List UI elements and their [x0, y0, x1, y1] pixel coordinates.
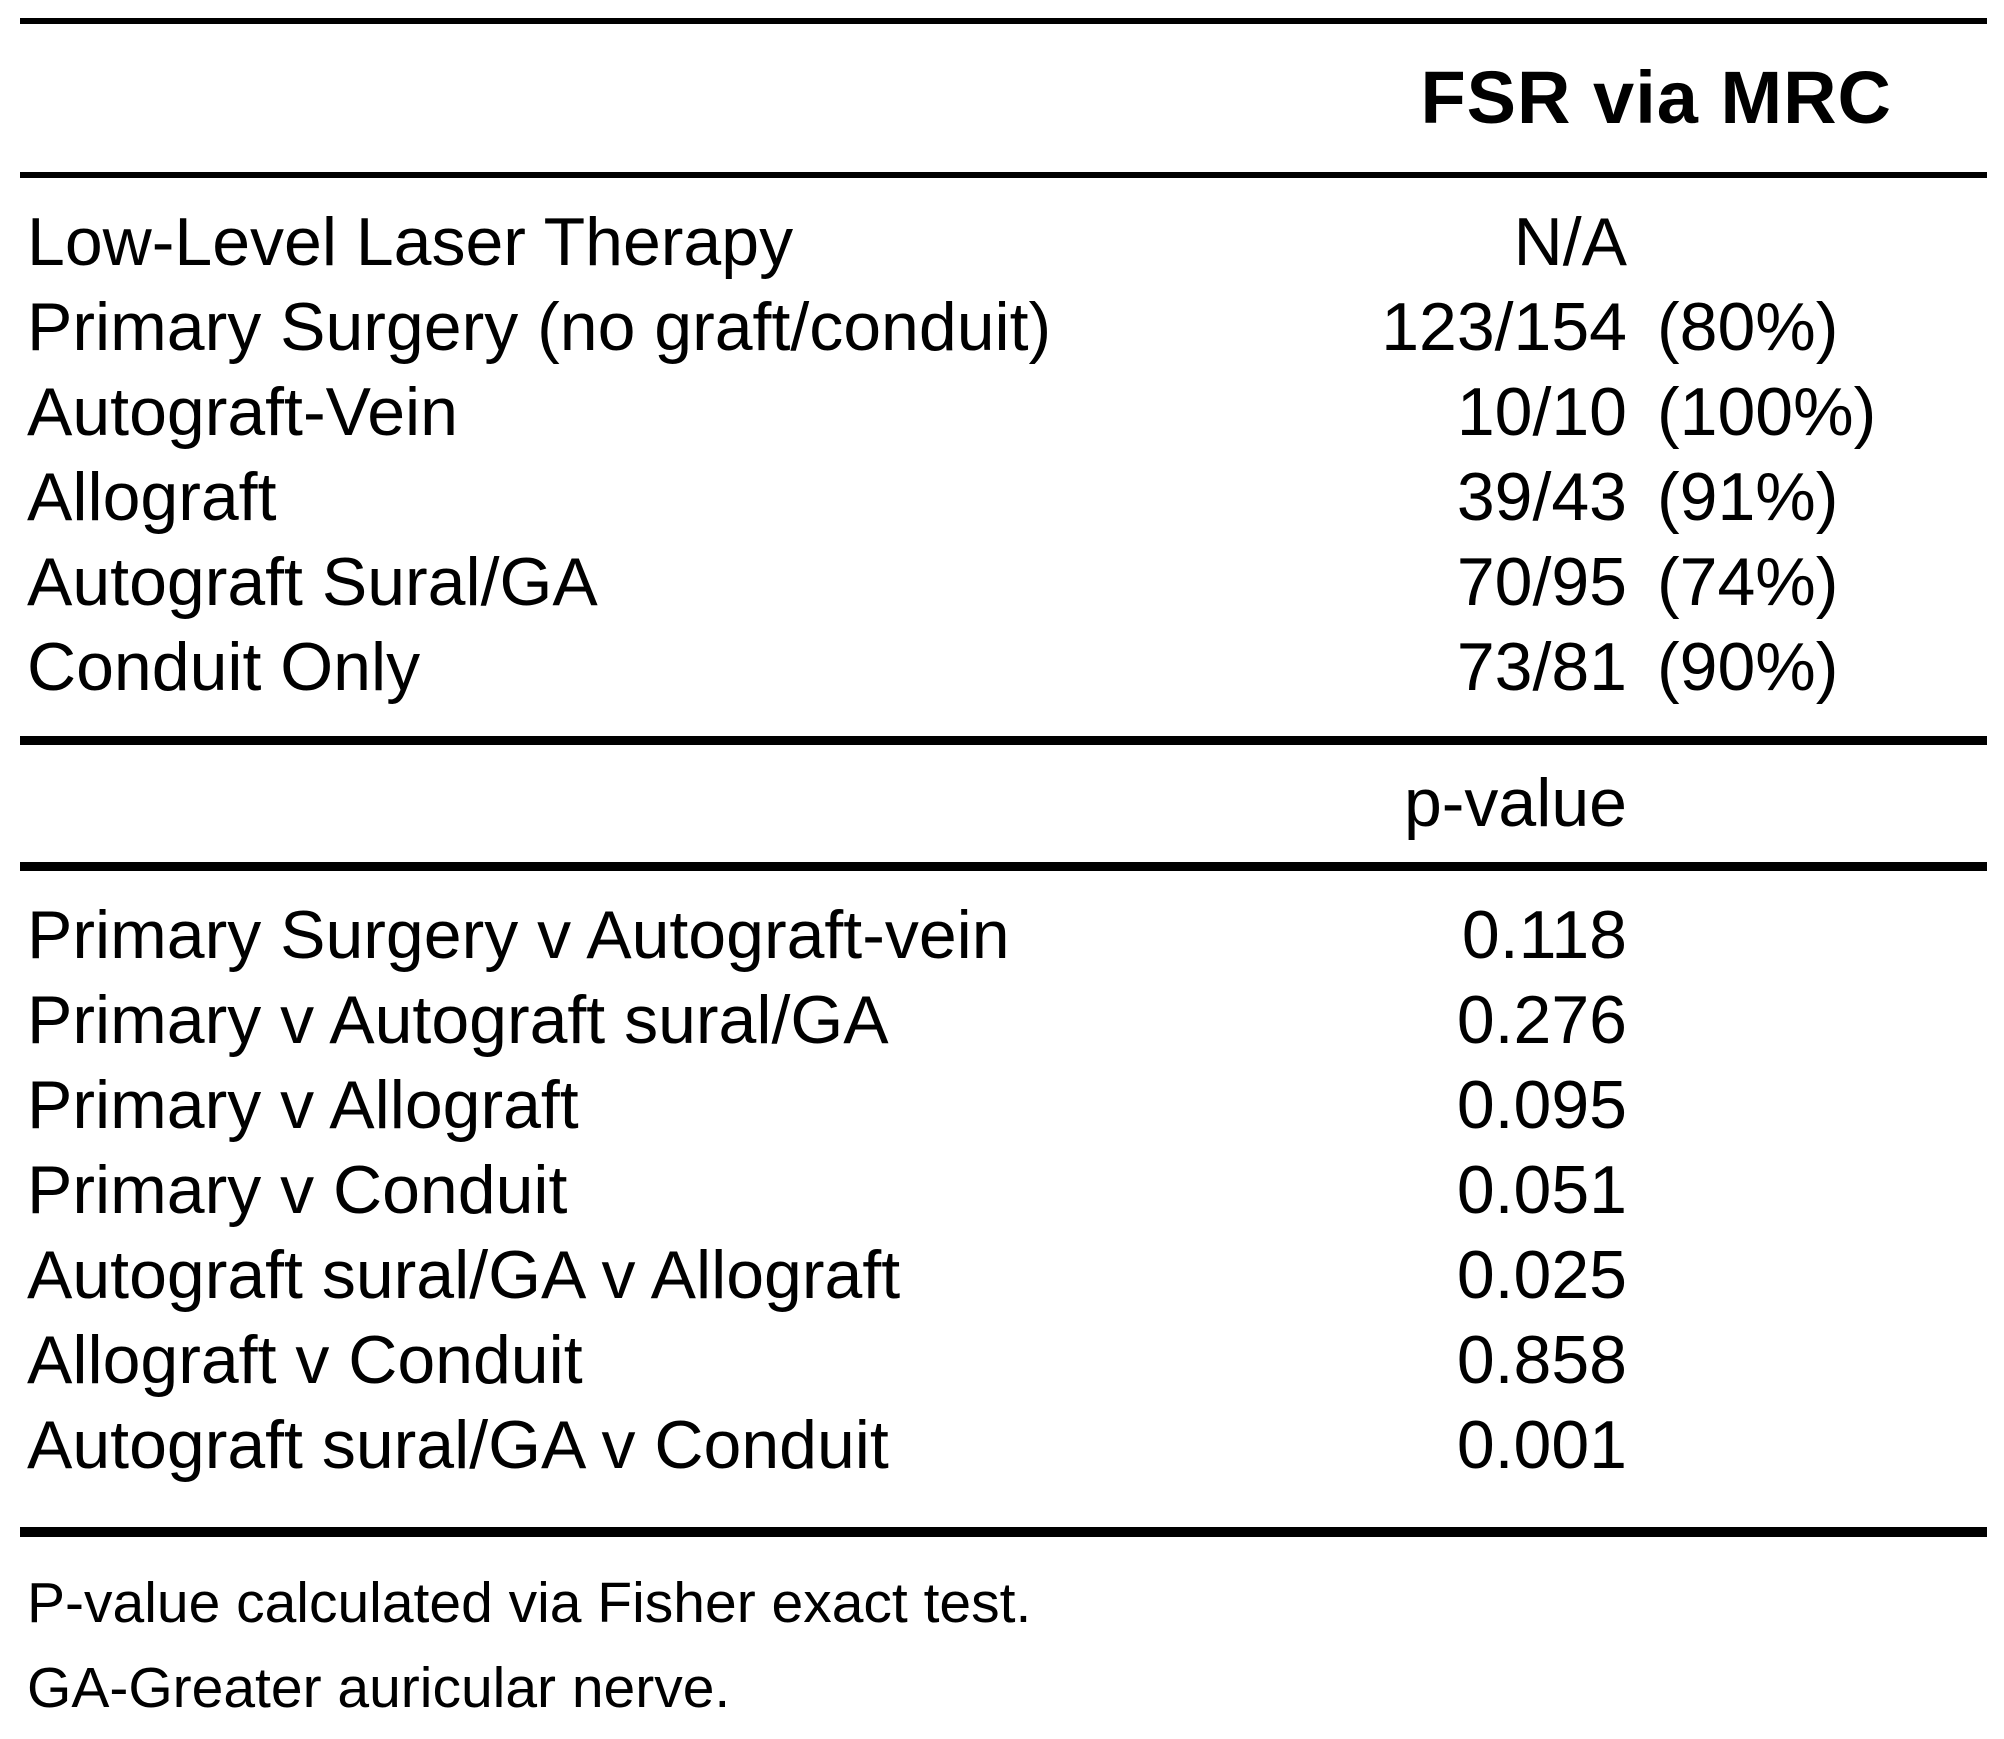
horizontal-rule-bottom [20, 1527, 1987, 1537]
row-label: Primary v Autograft sural/GA [27, 982, 889, 1058]
table-row: Allograft 39/43 (91%) [20, 455, 1987, 540]
row-value: 0.001 [1456, 1407, 1627, 1483]
table-row: Primary v Conduit 0.051 [20, 1148, 1987, 1233]
table-row: Low-Level Laser Therapy N/A [20, 200, 1987, 285]
row-percent-spacer [1627, 893, 1892, 978]
row-value: 123/154 [1381, 289, 1627, 365]
row-value: 0.095 [1456, 1067, 1627, 1143]
row-value: 70/95 [1456, 544, 1627, 620]
row-percent: (91%) [1657, 459, 1839, 535]
column-header-fsr-via-mrc: FSR via MRC [1420, 56, 1892, 139]
table-row: Primary v Autograft sural/GA 0.276 [20, 978, 1987, 1063]
row-value-group: 73/81 (90%) [1377, 625, 1892, 710]
table-row: Primary Surgery (no graft/conduit) 123/1… [20, 285, 1987, 370]
table-row: Autograft-Vein 10/10 (100%) [20, 370, 1987, 455]
results-table: FSR via MRC Low-Level Laser Therapy N/A … [20, 0, 1987, 1731]
footnote-line: GA-Greater auricular nerve. [27, 1656, 731, 1720]
table-row: Allograft v Conduit 0.858 [20, 1318, 1987, 1403]
row-percent: (100%) [1657, 374, 1877, 450]
row-percent: (90%) [1657, 629, 1839, 705]
row-value-group: 39/43 (91%) [1377, 455, 1892, 540]
row-value-group: 70/95 (74%) [1377, 540, 1892, 625]
table-row: Primary Surgery v Autograft-vein 0.118 [20, 893, 1987, 978]
table-row: Autograft sural/GA v Conduit 0.001 [20, 1403, 1987, 1488]
row-label: Autograft Sural/GA [27, 544, 598, 620]
table-row: Conduit Only 73/81 (90%) [20, 625, 1987, 710]
row-label: Autograft-Vein [27, 374, 458, 450]
row-value: N/A [1513, 204, 1627, 280]
row-value-group: 0.276 [1377, 978, 1892, 1063]
row-label: Primary v Allograft [27, 1067, 579, 1143]
table-row: Autograft Sural/GA 70/95 (74%) [20, 540, 1987, 625]
row-value: 0.276 [1456, 982, 1627, 1058]
row-value: 0.025 [1456, 1237, 1627, 1313]
row-value-group: 0.118 [1377, 893, 1892, 978]
row-label: Primary Surgery v Autograft-vein [27, 897, 1010, 973]
row-label: Primary Surgery (no graft/conduit) [27, 289, 1052, 365]
row-value-group: 10/10 (100%) [1377, 370, 1892, 455]
row-value-group: 0.025 [1377, 1233, 1892, 1318]
row-percent: (80%) [1657, 289, 1839, 365]
row-percent-spacer [1627, 1063, 1892, 1148]
horizontal-rule-top [20, 18, 1987, 24]
row-value-group: N/A [1377, 200, 1892, 285]
row-label: Conduit Only [27, 629, 421, 705]
row-value-group: 0.001 [1377, 1403, 1892, 1488]
row-value: 10/10 [1456, 374, 1627, 450]
row-percent-spacer [1627, 978, 1892, 1063]
row-value: 73/81 [1456, 629, 1627, 705]
footnote-line: P-value calculated via Fisher exact test… [27, 1571, 1032, 1635]
table-row: Autograft sural/GA v Allograft 0.025 [20, 1233, 1987, 1318]
row-percent-spacer [1627, 1233, 1892, 1318]
row-percent-spacer [1627, 1148, 1892, 1233]
row-label: Low-Level Laser Therapy [27, 204, 794, 280]
row-value-group: 0.051 [1377, 1148, 1892, 1233]
row-percent [1627, 200, 1892, 285]
row-value-group: 0.858 [1377, 1318, 1892, 1403]
row-label: Allograft [27, 459, 277, 535]
row-percent: (74%) [1657, 544, 1839, 620]
table-row: Primary v Allograft 0.095 [20, 1063, 1987, 1148]
row-label: Allograft v Conduit [27, 1322, 583, 1398]
row-value: 39/43 [1456, 459, 1627, 535]
fsr-section: Low-Level Laser Therapy N/A Primary Surg… [20, 178, 1987, 736]
row-label: Autograft sural/GA v Conduit [27, 1407, 889, 1483]
row-label: Autograft sural/GA v Allograft [27, 1237, 901, 1313]
row-value-group: 123/154 (80%) [1377, 285, 1892, 370]
row-value: 0.051 [1456, 1152, 1627, 1228]
horizontal-rule-mid-lower [20, 862, 1987, 871]
row-percent-spacer [1627, 1403, 1892, 1488]
row-percent-spacer [1627, 1318, 1892, 1403]
horizontal-rule-mid-upper [20, 736, 1987, 745]
row-value: 0.858 [1456, 1322, 1627, 1398]
row-label: Primary v Conduit [27, 1152, 568, 1228]
horizontal-rule-under-header [20, 172, 1987, 178]
row-value: 0.118 [1461, 897, 1627, 973]
table-footnotes: P-value calculated via Fisher exact test… [20, 1561, 1987, 1731]
pvalue-section: Primary Surgery v Autograft-vein 0.118 P… [20, 871, 1987, 1527]
row-value-group: 0.095 [1377, 1063, 1892, 1148]
column-header-pvalue: p-value [1403, 765, 1627, 841]
